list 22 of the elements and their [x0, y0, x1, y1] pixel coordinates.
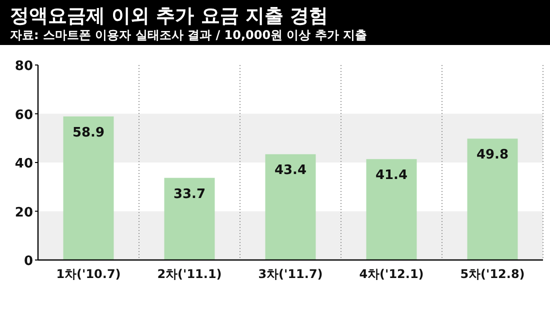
- x-tick-label: 1차('10.7): [56, 267, 121, 281]
- y-tick-label: 80: [14, 59, 33, 74]
- x-tick-label: 2차('11.1): [157, 267, 222, 281]
- bar: [164, 178, 215, 260]
- bar: [366, 159, 417, 260]
- x-tick-label: 3차('11.7): [258, 267, 323, 281]
- bar: [467, 138, 518, 260]
- chart-title: 정액요금제 이외 추가 요금 지출 경험: [10, 5, 328, 27]
- y-tick-label: 40: [14, 156, 33, 172]
- data-label: 43.4: [274, 163, 307, 178]
- bar: [63, 116, 114, 260]
- y-tick-label: 20: [14, 205, 33, 220]
- chart-subtitle: 자료: 스마트폰 이용자 실태조사 결과 / 10,000원 이상 추가 지출: [10, 28, 368, 42]
- data-label: 49.8: [476, 148, 509, 163]
- data-label: 33.7: [173, 186, 206, 202]
- x-tick-label: 4차('12.1): [359, 267, 424, 281]
- data-label: 41.4: [375, 168, 408, 184]
- data-label: 58.9: [72, 125, 105, 140]
- y-tick-label: 60: [14, 108, 33, 123]
- x-tick-label: 5차('12.8): [460, 267, 525, 281]
- bar: [265, 154, 316, 260]
- y-tick-label: 0: [24, 254, 33, 269]
